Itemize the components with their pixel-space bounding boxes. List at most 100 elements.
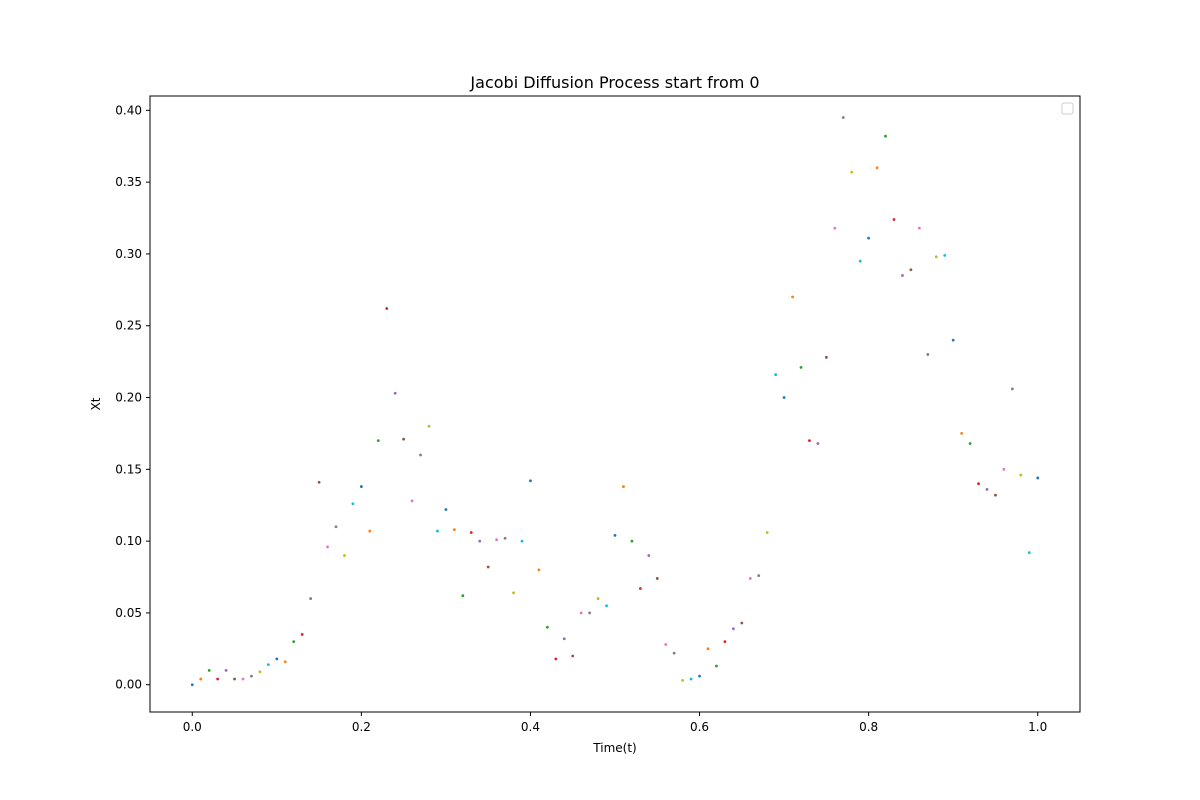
data-point — [841, 116, 845, 119]
data-point — [647, 554, 651, 557]
legend-box — [1061, 102, 1074, 115]
data-point — [402, 437, 406, 441]
data-point — [901, 274, 904, 277]
data-point — [385, 307, 389, 310]
data-point — [503, 536, 507, 540]
y-tick-label: 0.00 — [115, 678, 142, 692]
data-point — [824, 355, 828, 359]
chart-title: Jacobi Diffusion Process start from 0 — [469, 73, 759, 92]
data-point — [706, 647, 710, 651]
data-point — [486, 565, 490, 569]
data-point — [698, 674, 701, 678]
data-point — [926, 353, 930, 356]
data-point — [985, 488, 989, 491]
y-tick-label: 0.10 — [115, 534, 142, 548]
data-point — [664, 643, 668, 646]
data-point — [672, 651, 676, 655]
data-point — [588, 611, 592, 615]
data-point — [283, 660, 287, 664]
data-point — [292, 640, 296, 644]
data-point — [934, 255, 938, 259]
data-point — [554, 657, 558, 661]
data-point — [275, 657, 279, 661]
data-point — [393, 391, 397, 395]
data-point — [461, 594, 465, 598]
data-point — [1002, 467, 1006, 471]
data-point — [731, 627, 735, 631]
data-point — [613, 533, 617, 537]
data-point — [207, 668, 211, 672]
data-point — [943, 253, 947, 257]
data-point — [782, 396, 786, 399]
y-tick-label: 0.20 — [115, 391, 142, 405]
y-tick-label: 0.40 — [115, 103, 142, 117]
data-point — [892, 218, 896, 221]
data-point — [216, 677, 220, 681]
data-point — [816, 442, 820, 445]
x-tick-label: 0.8 — [859, 720, 878, 734]
data-point — [1027, 551, 1031, 555]
y-tick-label: 0.35 — [115, 175, 142, 189]
data-point — [1036, 476, 1040, 480]
data-point — [833, 226, 837, 230]
data-point — [951, 338, 955, 342]
data-point — [579, 611, 583, 615]
data-point — [850, 170, 854, 174]
data-point — [469, 531, 473, 534]
data-point — [994, 493, 997, 497]
y-tick-label: 0.15 — [115, 462, 142, 476]
y-axis-label: Xt — [89, 397, 103, 410]
x-tick-label: 0.6 — [690, 720, 709, 734]
data-point — [326, 545, 329, 549]
y-tick-label: 0.30 — [115, 247, 142, 261]
y-axis-ticks: 0.00 0.05 0.10 0.15 0.20 0.25 0.30 0.35 0.40 — [115, 103, 150, 692]
data-point — [520, 539, 524, 543]
data-point — [655, 577, 659, 580]
x-tick-label: 0.4 — [521, 720, 540, 734]
data-point — [343, 554, 346, 557]
data-point — [478, 539, 482, 543]
data-point — [266, 663, 270, 667]
x-tick-label: 1.0 — [1028, 720, 1047, 734]
data-point — [681, 679, 685, 682]
data-point — [529, 479, 532, 483]
data-point — [359, 485, 363, 488]
data-point — [791, 295, 794, 299]
data-point — [977, 482, 980, 486]
plot-frame — [149, 95, 1081, 713]
y-tick-label: 0.05 — [115, 606, 142, 620]
data-point — [368, 529, 372, 533]
data-point — [605, 604, 608, 608]
data-point — [309, 597, 313, 600]
data-point — [1010, 387, 1014, 391]
data-point — [571, 654, 575, 658]
x-axis-label: Time(t) — [592, 741, 636, 755]
data-point — [808, 439, 811, 443]
data-point — [748, 577, 752, 580]
data-point — [250, 674, 253, 678]
data-point — [630, 539, 634, 543]
data-point — [427, 424, 431, 428]
data-point — [562, 637, 566, 641]
y-tick-label: 0.25 — [115, 319, 142, 333]
data-point — [875, 166, 879, 170]
data-point — [774, 373, 778, 376]
data-point — [300, 633, 304, 636]
data-point — [537, 568, 541, 572]
data-point — [317, 480, 321, 484]
data-point — [867, 236, 871, 240]
data-point — [858, 259, 862, 263]
x-tick-label: 0.2 — [352, 720, 371, 734]
data-point — [884, 134, 887, 138]
data-point — [410, 499, 414, 503]
data-point — [199, 677, 203, 681]
data-point — [190, 683, 194, 687]
data-point — [334, 525, 338, 529]
x-axis-ticks: 0.0 0.2 0.4 0.6 0.8 1.0 — [183, 712, 1047, 734]
data-point — [495, 538, 499, 542]
data-point — [740, 621, 744, 625]
data-point — [224, 668, 228, 672]
data-point — [799, 365, 803, 369]
